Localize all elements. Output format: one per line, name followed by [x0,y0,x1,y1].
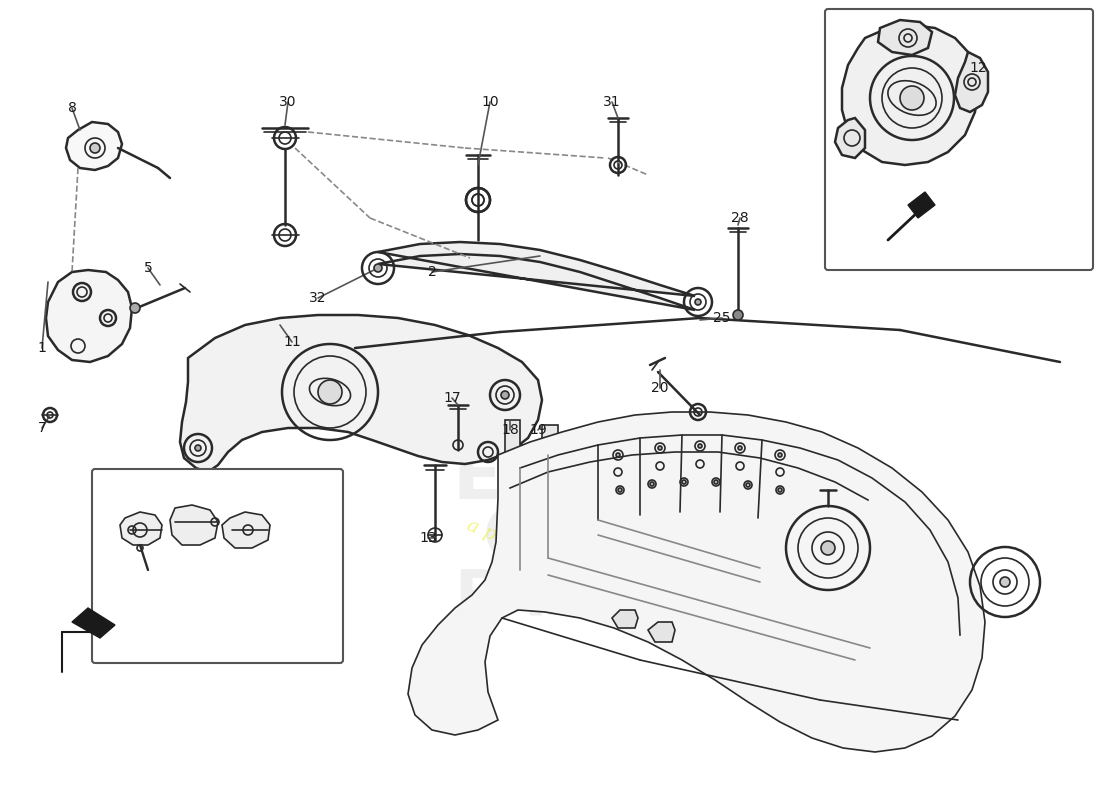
Text: 1985: 1985 [582,592,658,644]
Polygon shape [835,118,865,158]
Text: 8: 8 [67,101,76,115]
Text: CAR: CAR [483,506,647,574]
Text: 31: 31 [603,95,620,109]
Circle shape [698,444,702,448]
Polygon shape [842,25,978,165]
Polygon shape [612,610,638,628]
Circle shape [618,488,621,492]
Polygon shape [505,420,540,460]
Text: 1: 1 [37,341,46,355]
Text: EURO: EURO [452,446,678,514]
Circle shape [195,445,201,451]
Text: 20: 20 [651,381,669,395]
Text: 19: 19 [529,423,547,437]
Circle shape [900,86,924,110]
Polygon shape [180,315,542,472]
Polygon shape [908,192,935,218]
Circle shape [778,488,782,492]
Text: 17: 17 [443,391,461,405]
Circle shape [778,453,782,457]
Circle shape [738,446,742,450]
Circle shape [130,303,140,313]
Polygon shape [955,52,988,112]
Circle shape [658,446,662,450]
Circle shape [650,482,654,486]
Circle shape [90,143,100,153]
Text: 30: 30 [279,95,297,109]
Circle shape [616,453,620,457]
Circle shape [733,310,742,320]
Text: 13: 13 [419,531,437,545]
Circle shape [374,264,382,272]
Text: 10: 10 [481,95,498,109]
Text: 5: 5 [144,261,153,275]
Polygon shape [66,122,122,170]
Text: 32: 32 [309,291,327,305]
FancyBboxPatch shape [92,469,343,663]
Circle shape [500,391,509,399]
Text: a passion for parts since: a passion for parts since [464,516,695,624]
Polygon shape [72,608,116,638]
Text: 11: 11 [283,335,301,349]
Circle shape [821,541,835,555]
Text: 18: 18 [502,423,519,437]
Polygon shape [648,622,675,642]
Circle shape [318,380,342,404]
Circle shape [714,480,718,484]
Text: 7: 7 [37,421,46,435]
Text: 2: 2 [428,265,437,279]
Text: PARTS: PARTS [454,568,675,628]
Polygon shape [542,425,558,462]
Text: 12: 12 [969,61,987,75]
Polygon shape [878,20,932,55]
Circle shape [682,480,686,484]
Polygon shape [408,412,984,752]
Polygon shape [222,512,270,548]
Text: 28: 28 [732,211,749,225]
Circle shape [746,483,750,487]
FancyBboxPatch shape [825,9,1093,270]
Circle shape [695,299,701,305]
Circle shape [1000,577,1010,587]
Polygon shape [120,512,162,545]
Polygon shape [170,505,218,545]
Polygon shape [46,270,132,362]
Polygon shape [378,242,695,310]
Text: 25: 25 [713,311,730,325]
